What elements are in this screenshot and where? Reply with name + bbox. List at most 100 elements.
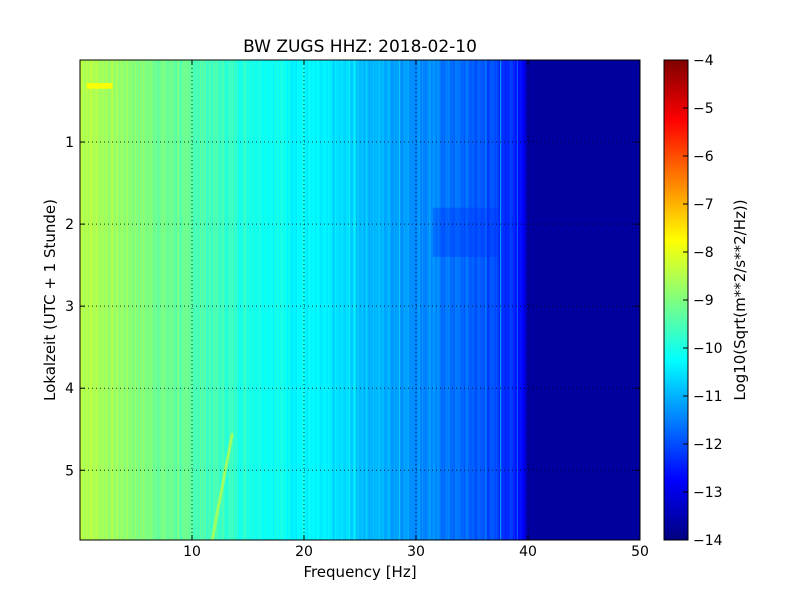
x-tick-label: 30 xyxy=(407,544,425,560)
heatmap-cell xyxy=(187,60,190,540)
heatmap-cell xyxy=(353,60,355,540)
heatmap-cell xyxy=(374,60,376,540)
heatmap-cell xyxy=(438,60,441,540)
heatmap-cell xyxy=(411,60,414,540)
heatmap-cell xyxy=(318,60,320,540)
heatmap-cell xyxy=(561,60,564,540)
heatmap-cell xyxy=(186,60,189,540)
heatmap-cell xyxy=(281,60,284,540)
heatmap-cell xyxy=(623,60,626,540)
heatmap-cell xyxy=(178,60,180,540)
heatmap-cell xyxy=(591,60,593,540)
heatmap-cell xyxy=(605,60,607,540)
heatmap-cell xyxy=(375,60,378,540)
heatmap-cell xyxy=(185,60,187,540)
heatmap-cell xyxy=(449,60,452,540)
heatmap-cell xyxy=(96,60,99,540)
heatmap-cell xyxy=(542,60,544,540)
heatmap-cell xyxy=(350,60,353,540)
heatmap-cell xyxy=(425,60,428,540)
heatmap-cell xyxy=(264,60,267,540)
heatmap-cell xyxy=(248,60,250,540)
heatmap-cell xyxy=(215,60,218,540)
heatmap-cell xyxy=(458,60,460,540)
heatmap-cell xyxy=(88,60,91,540)
heatmap-cell xyxy=(360,60,362,540)
plot-area xyxy=(80,60,640,540)
heatmap-cell xyxy=(292,60,295,540)
spectral-line xyxy=(500,60,501,540)
heatmap-cell xyxy=(297,60,299,540)
heatmap-cell xyxy=(94,60,96,540)
heatmap-cell xyxy=(225,60,228,540)
heatmap-cell xyxy=(565,60,568,540)
heatmap-cell xyxy=(309,60,312,540)
heatmap-cell xyxy=(175,60,178,540)
heatmap-cell xyxy=(106,60,109,540)
heatmap-cell xyxy=(634,60,637,540)
heatmap-cell xyxy=(316,60,319,540)
heatmap-cell xyxy=(147,60,150,540)
heatmap-cell xyxy=(239,60,242,540)
heatmap-cell xyxy=(571,60,574,540)
heatmap-cell xyxy=(158,60,161,540)
heatmap-cell xyxy=(266,60,269,540)
colorbar-tick-label: −11 xyxy=(693,389,723,405)
heatmap-cell xyxy=(298,60,301,540)
heatmap-cell xyxy=(295,60,298,540)
heatmap-cell xyxy=(228,60,231,540)
heatmap-cell xyxy=(584,60,586,540)
heatmap-cell xyxy=(242,60,245,540)
heatmap-cell xyxy=(320,60,323,540)
heatmap-cell xyxy=(91,60,94,540)
heatmap-cell xyxy=(304,60,306,540)
heatmap-cell xyxy=(418,60,421,540)
heatmap-cell xyxy=(157,60,159,540)
heatmap-cell xyxy=(474,60,477,540)
heatmap-cell xyxy=(182,60,185,540)
heatmap-cell xyxy=(574,60,577,540)
y-tick-label: 2 xyxy=(65,217,74,233)
heatmap-cell xyxy=(473,60,476,540)
heatmap-cell xyxy=(199,60,201,540)
heatmap-cell xyxy=(336,60,339,540)
heatmap-cell xyxy=(129,60,131,540)
spectral-line xyxy=(348,60,351,540)
heatmap-cell xyxy=(609,60,612,540)
heatmap-cell xyxy=(344,60,347,540)
heatmap-cell xyxy=(294,60,297,540)
heatmap-cell xyxy=(207,60,210,540)
heatmap-cell xyxy=(357,60,360,540)
heatmap-cell xyxy=(417,60,420,540)
heatmap-cell xyxy=(523,60,526,540)
heatmap-cell xyxy=(249,60,252,540)
heatmap-cell xyxy=(189,60,192,540)
quiet-band xyxy=(432,207,500,257)
heatmap-cell xyxy=(343,60,346,540)
heatmap-cell xyxy=(381,60,383,540)
heatmap-cell xyxy=(579,60,582,540)
heatmap-cell xyxy=(383,60,386,540)
heatmap-cell xyxy=(269,60,271,540)
heatmap-cell xyxy=(445,60,448,540)
spectral-line xyxy=(485,60,487,540)
heatmap-cell xyxy=(540,60,543,540)
heatmap-cell xyxy=(133,60,136,540)
heatmap-cell xyxy=(166,60,169,540)
heatmap-cell xyxy=(631,60,634,540)
heatmap-cell xyxy=(367,60,369,540)
heatmap-cell xyxy=(544,60,547,540)
heatmap-cell xyxy=(171,60,173,540)
heatmap-cell xyxy=(532,60,535,540)
x-axis-label: Frequency [Hz] xyxy=(303,563,416,581)
heatmap-cell xyxy=(543,60,546,540)
heatmap-cell xyxy=(431,60,434,540)
heatmap-cell xyxy=(598,60,600,540)
heatmap-cell xyxy=(528,60,530,540)
heatmap-cell xyxy=(558,60,561,540)
heatmap-cell xyxy=(252,60,255,540)
heatmap-cell xyxy=(259,60,262,540)
heatmap-cell xyxy=(288,60,291,540)
heatmap-cell xyxy=(162,60,165,540)
heatmap-cell xyxy=(491,60,494,540)
